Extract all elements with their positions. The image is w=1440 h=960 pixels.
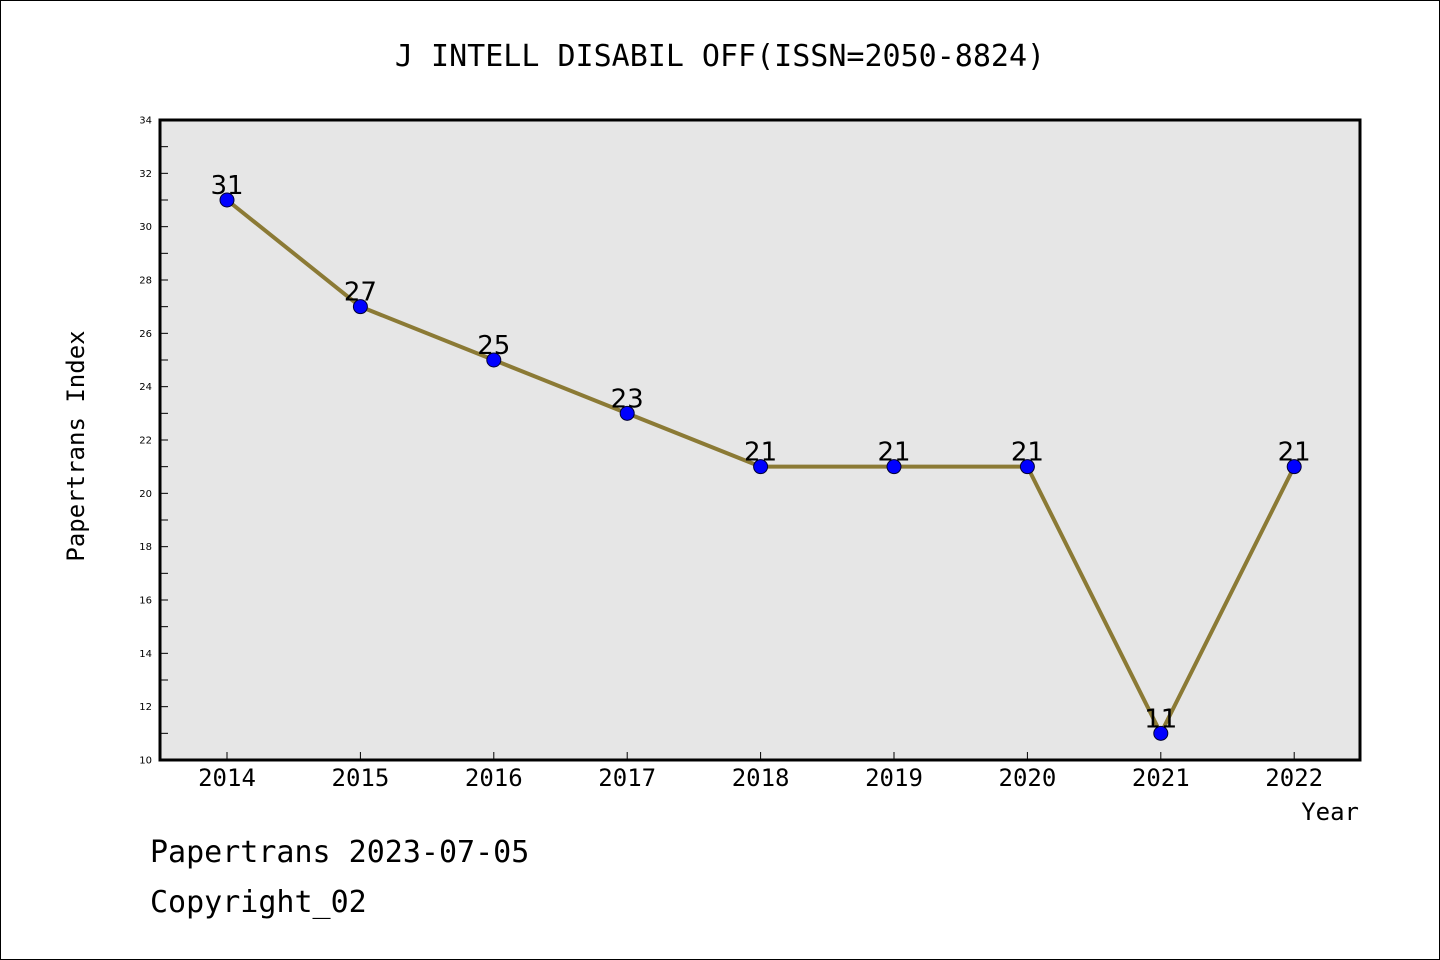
y-axis-label: Papertrans Index xyxy=(62,330,90,561)
plot-area xyxy=(160,120,1360,760)
y-tick-label: 32 xyxy=(139,169,152,180)
data-point-marker xyxy=(486,352,502,368)
chart-title: J INTELL DISABIL OFF(ISSN=2050-8824) xyxy=(395,39,1045,74)
y-tick-label: 14 xyxy=(139,649,152,660)
x-tick-label: 2017 xyxy=(598,764,656,792)
data-label: 21 xyxy=(1011,438,1044,468)
y-tick-label: 22 xyxy=(139,436,152,447)
x-tick-label: 2021 xyxy=(1132,764,1190,792)
plot-border xyxy=(158,118,1362,762)
y-tick-label: 30 xyxy=(139,222,152,233)
y-tick-label: 24 xyxy=(139,382,152,393)
data-label: 21 xyxy=(1278,438,1311,468)
x-tick-label: 2016 xyxy=(465,764,523,792)
footer-date-line: Papertrans 2023-07-05 xyxy=(150,835,530,870)
data-point-marker xyxy=(886,459,902,475)
data-point-marker xyxy=(1153,725,1169,741)
y-tick-label: 10 xyxy=(139,756,152,767)
data-label: 21 xyxy=(744,438,777,468)
data-point-marker xyxy=(753,459,769,475)
data-point-marker xyxy=(1286,459,1302,475)
footer-copyright-line: Copyright_02 xyxy=(150,885,367,920)
y-tick-label: 34 xyxy=(139,116,152,127)
y-tick-label: 28 xyxy=(139,276,152,287)
x-tick-label: 2020 xyxy=(999,764,1057,792)
data-point-marker xyxy=(219,192,235,208)
data-label: 11 xyxy=(1144,704,1177,734)
data-label: 23 xyxy=(611,384,644,414)
y-tick-label: 26 xyxy=(139,329,152,340)
x-axis-label: Year xyxy=(1301,798,1359,826)
data-label: 27 xyxy=(344,278,377,308)
x-tick-label: 2015 xyxy=(332,764,390,792)
x-tick-label: 2014 xyxy=(198,764,256,792)
y-tick-label: 12 xyxy=(139,702,152,713)
x-axis-ticks: 2014 2015 2016 2017 2018 2019 2020 2021 2022 xyxy=(198,752,1323,792)
x-tick-label: 2019 xyxy=(865,764,923,792)
data-label: 21 xyxy=(877,438,910,468)
y-tick-label: 20 xyxy=(139,489,152,500)
series-layer: 31 27 25 23 21 21 21 11 21 xyxy=(210,171,1311,741)
data-label: 31 xyxy=(210,171,243,201)
data-point-marker xyxy=(1019,459,1035,475)
data-label: 25 xyxy=(477,331,510,361)
data-point-marker xyxy=(619,405,635,421)
y-tick-label: 18 xyxy=(139,542,152,553)
x-tick-label: 2018 xyxy=(732,764,790,792)
data-point-marker xyxy=(352,299,368,315)
x-tick-label: 2022 xyxy=(1265,764,1323,792)
y-tick-label: 16 xyxy=(139,596,152,607)
